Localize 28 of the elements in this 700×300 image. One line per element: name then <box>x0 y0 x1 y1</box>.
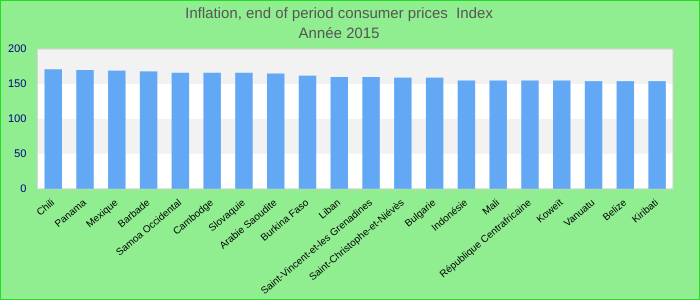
bar <box>330 76 348 189</box>
bar <box>266 73 284 189</box>
chart-title: Inflation, end of period consumer prices Index <box>185 5 494 22</box>
chart-subtitle: Année 2015 <box>298 25 380 42</box>
x-tick-label: Chili <box>34 197 57 218</box>
bar <box>76 70 94 189</box>
bar <box>298 76 316 189</box>
bar <box>489 80 507 189</box>
y-tick-label: 200 <box>8 43 26 56</box>
bar <box>108 70 126 189</box>
bar <box>140 71 158 189</box>
bar <box>44 69 62 189</box>
bar <box>394 78 412 189</box>
bar <box>521 80 539 189</box>
y-tick-label: 50 <box>14 148 26 160</box>
y-tick-label: 0 <box>20 182 26 195</box>
bar <box>584 81 602 189</box>
bar <box>648 81 666 189</box>
bar <box>362 76 380 189</box>
bar <box>553 80 570 189</box>
bar <box>458 80 476 189</box>
y-tick-label: 150 <box>8 78 26 90</box>
bar <box>616 81 634 189</box>
bar <box>426 78 444 189</box>
y-tick-label: 100 <box>8 112 26 125</box>
bar <box>172 72 190 189</box>
bar <box>203 72 221 189</box>
bar <box>235 72 253 189</box>
